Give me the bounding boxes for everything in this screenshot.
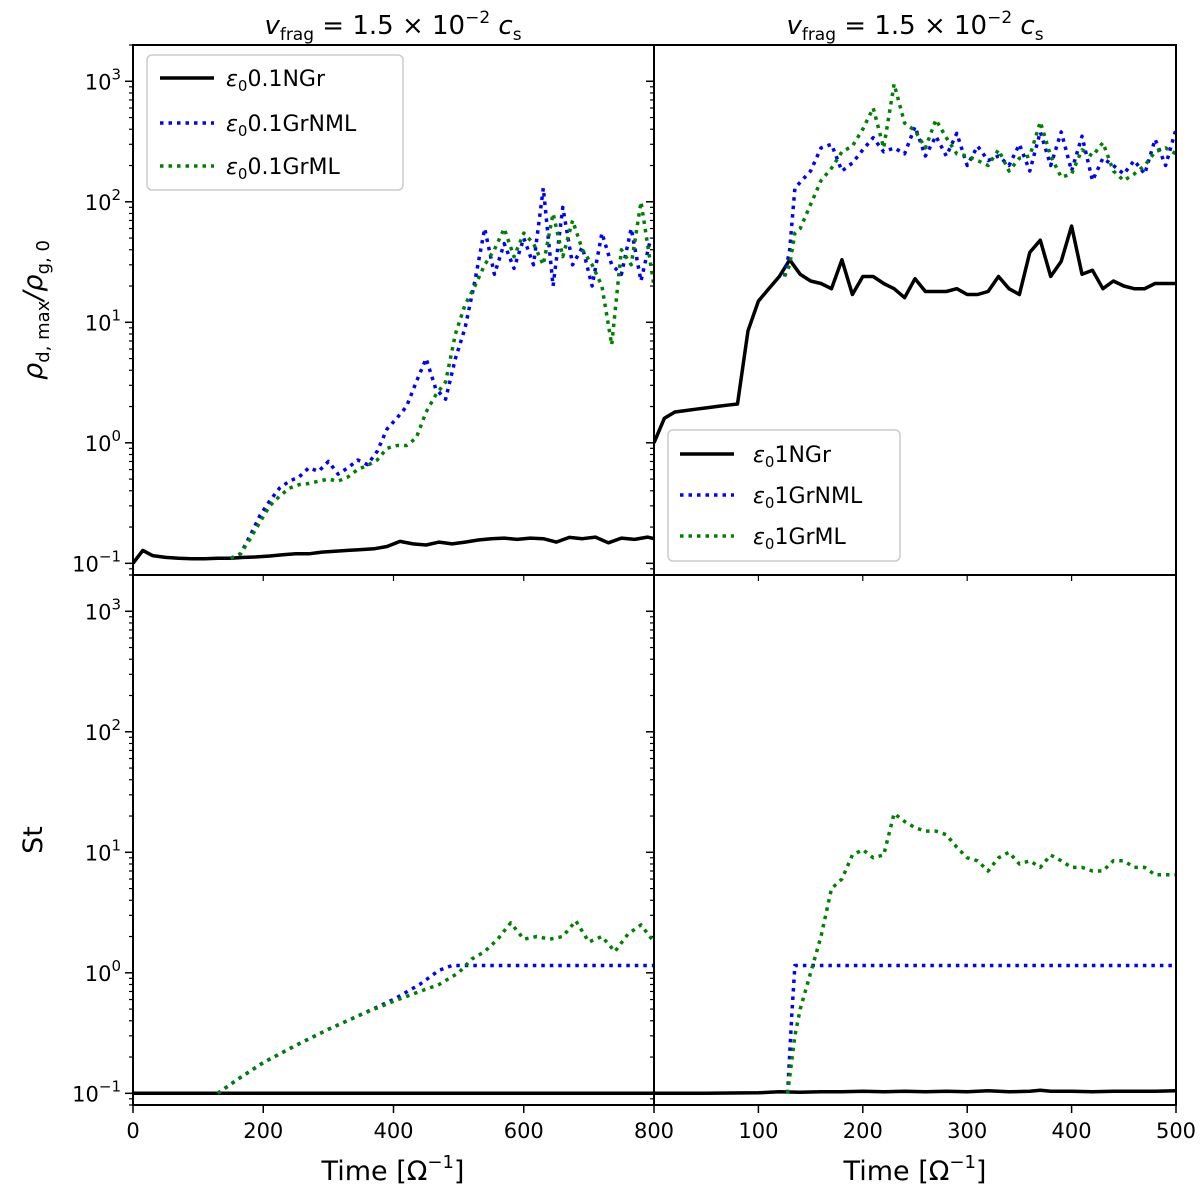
legend-label-1ngr: ε01NGr xyxy=(753,443,832,471)
title-left: vfrag = 1.5 × 10−2 cs xyxy=(264,8,521,45)
x-tick-label: 400 xyxy=(1052,1119,1092,1143)
y-tick-label: 103 xyxy=(85,65,121,94)
series-line-bottom-right--0-1grml xyxy=(785,811,1176,1094)
xlabel-right: Time [Ω−1] xyxy=(843,1152,987,1187)
title-right: vfrag = 1.5 × 10−2 cs xyxy=(786,8,1043,45)
x-tick-label: 200 xyxy=(843,1119,883,1143)
y-tick-label: 100 xyxy=(85,957,121,986)
legend-top-right: ε01NGr ε01GrNML ε01GrML xyxy=(667,429,901,562)
legend-top-left: ε00.1NGr ε00.1GrNML ε00.1GrML xyxy=(146,54,404,191)
ticks-layer: 10−1 100 101 102 103 10−1 100 101 102 103 0 200 400 6… xyxy=(72,44,1196,1143)
series-line-top-left--0-0.1grml xyxy=(229,200,654,560)
legend-box xyxy=(146,54,404,191)
y-tick-label: 103 xyxy=(85,595,121,624)
series-line-bottom-left--0-0.1grml xyxy=(216,919,654,1095)
x-tick-label: 300 xyxy=(947,1119,987,1143)
x-tick-label: 800 xyxy=(634,1119,674,1143)
xlabel-left: Time [Ω−1] xyxy=(321,1152,465,1187)
legend-label-grnml: ε00.1GrNML xyxy=(226,112,357,140)
x-tick-label: 500 xyxy=(1156,1119,1196,1143)
y-tick-label: 102 xyxy=(85,186,121,215)
legend-label-1grml: ε01GrML xyxy=(753,525,847,553)
x-tick-label: 600 xyxy=(504,1119,544,1143)
series-line-top-left--0-0.1grnml xyxy=(229,186,653,560)
legend-label-grml: ε00.1GrML xyxy=(226,155,341,183)
ylabel-top: ρd, max/ρg, 0 xyxy=(18,240,54,380)
series-line-top-left--0-0.1ngr xyxy=(133,535,654,565)
frame-bottom-right xyxy=(653,574,1177,1106)
x-tick-label: 0 xyxy=(126,1119,139,1143)
series-line-top-right--0-1ngr xyxy=(654,224,1176,444)
y-tick-label: 100 xyxy=(85,427,121,456)
legend-box xyxy=(667,429,901,562)
legend-label-ngr: ε00.1NGr xyxy=(226,67,326,95)
series-line-bottom-left--0-0.1grnml xyxy=(216,963,654,1095)
y-tick-label: 102 xyxy=(85,716,121,745)
series-line-top-right--0-1grnml xyxy=(782,124,1176,277)
x-tick-label: 400 xyxy=(373,1119,413,1143)
frame-bottom-left xyxy=(132,574,655,1106)
series-line-bottom-right--0-1ngr xyxy=(654,1088,1176,1096)
x-tick-label: 200 xyxy=(243,1119,283,1143)
y-tick-label: 101 xyxy=(85,836,121,865)
y-tick-label: 101 xyxy=(85,306,121,335)
series-line-top-right--0-1grml xyxy=(782,82,1176,278)
x-tick-label: 100 xyxy=(738,1119,778,1143)
y-tick-label: 10−1 xyxy=(72,547,121,576)
series-layer xyxy=(133,82,1176,1096)
series-line-bottom-right--0-1grnml xyxy=(785,963,1176,1094)
ylabel-bottom: St xyxy=(18,826,49,854)
legend-label-1grnml: ε01GrNML xyxy=(753,484,863,512)
y-tick-label: 10−1 xyxy=(72,1077,121,1106)
